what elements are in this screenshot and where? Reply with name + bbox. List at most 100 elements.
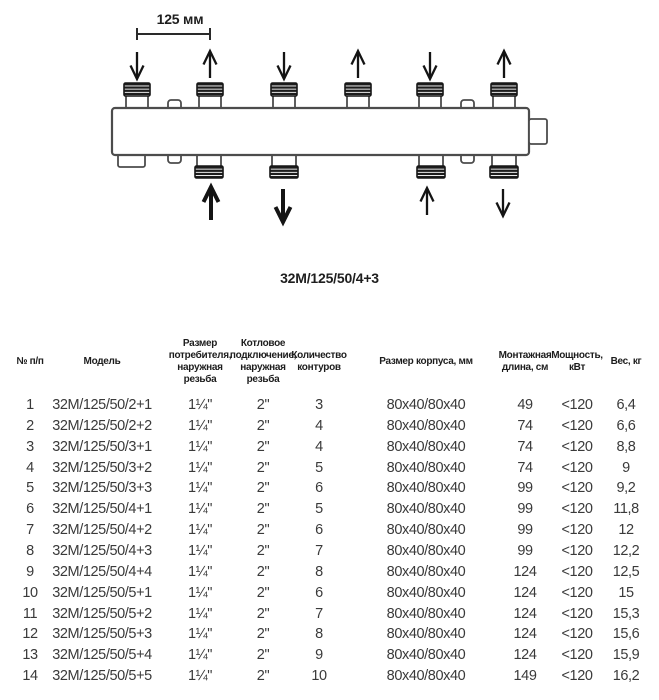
column-header-2: Модель [83,356,121,367]
table-cell: 8 [315,563,323,580]
table-cell: 12 [22,626,38,643]
table-cell: 80x40/80x40 [386,501,466,518]
table-cell: 32M/125/50/5+4 [52,647,152,664]
table-cell: 3 [26,438,34,455]
bottom-port-necks [196,152,517,169]
table-cell: 11 [22,605,38,622]
table-cell: 74 [517,459,533,476]
table-cell: 32M/125/50/4+2 [52,522,152,539]
table-cell: 32M/125/50/3+3 [52,480,152,497]
table-cell: <120 [561,563,593,580]
table-cell: <120 [561,626,593,643]
table-cell: 80x40/80x40 [386,626,466,643]
table-cell: <120 [561,459,593,476]
manifold-diagram: 125 мм [110,11,548,224]
table-cell: 1¼" [187,459,213,476]
table-cell: 15 [618,584,634,601]
table-cell: 6,6 [616,417,636,434]
table-cell: 16,2 [612,668,640,685]
table-cell: <120 [561,480,593,497]
table-cell: 99 [517,542,533,559]
table-cell: <120 [561,438,593,455]
table-cell: 6 [315,584,323,601]
table-row: 9 32M/125/50/4+4 1¼" 2" 8 80x40/80x40 124 <120 1… [0,561,659,582]
table-cell: 2" [256,584,270,601]
table-cell: 80x40/80x40 [386,668,466,685]
table-cell: 99 [517,480,533,497]
table-cell: 12 [618,522,634,539]
table-cell: 1¼" [187,501,213,518]
table-cell: 2" [256,542,270,559]
table-cell: 12,2 [612,542,640,559]
table-cell: 32M/125/50/5+2 [52,605,152,622]
table-cell: 9 [26,563,34,580]
table-row: 14 32M/125/50/5+5 1¼" 2" 10 80x40/80x40 149 <12… [0,666,659,687]
table-cell: 80x40/80x40 [386,459,466,476]
table-row: 4 32M/125/50/3+2 1¼" 2" 5 80x40/80x40 74 <120 9 [0,457,659,478]
table-cell: <120 [561,522,593,539]
table-cell: 1¼" [187,417,213,434]
table-cell: 32M/125/50/5+1 [52,584,152,601]
table-cell: 5 [26,480,34,497]
table-cell: 80x40/80x40 [386,417,466,434]
table-cell: 1¼" [187,522,213,539]
table-cell: <120 [561,542,593,559]
table-cell: 74 [517,438,533,455]
table-cell: 80x40/80x40 [386,542,466,559]
table-cell: 80x40/80x40 [386,605,466,622]
column-header-1: № п/п [16,356,44,367]
table-cell: 4 [315,417,323,434]
side-connector [528,118,548,145]
table-cell: 32M/125/50/3+1 [52,438,152,455]
table-cell: 3 [315,397,323,413]
table-cell: 7 [315,542,323,559]
table-cell: 1¼" [187,626,213,643]
table-row: 5 32M/125/50/3+3 1¼" 2" 6 80x40/80x40 99 <120 9,… [0,478,659,499]
table-cell: <120 [561,417,593,434]
table-cell: 7 [26,522,34,539]
table-cell: 14 [22,668,38,685]
table-row: 10 32M/125/50/5+1 1¼" 2" 6 80x40/80x40 124 <120… [0,582,659,603]
column-header-3: Размер потребителя, наружная резьба [168,338,232,385]
table-row: 1 32M/125/50/2+1 1¼" 2" 3 80x40/80x40 49 <120 6,… [0,395,659,416]
table-cell: 2" [256,397,270,413]
table-cell: 2" [256,438,270,455]
table-cell: 7 [315,605,323,622]
column-header-7: Монтажная длина, см [498,350,552,373]
column-header-8: Мощность, кВт [551,350,603,373]
column-header-9: Вес, кг [610,356,642,367]
table-cell: 32M/125/50/5+5 [52,668,152,685]
table-row: 7 32M/125/50/4+2 1¼" 2" 6 80x40/80x40 99 <120 12 [0,520,659,541]
table-cell: 1¼" [187,563,213,580]
table-cell: 80x40/80x40 [386,584,466,601]
table-cell: 80x40/80x40 [386,647,466,664]
table-row: 11 32M/125/50/5+2 1¼" 2" 7 80x40/80x40 124 <120… [0,603,659,624]
table-cell: 2 [26,417,34,434]
table-cell: 6 [315,522,323,539]
table-cell: 2" [256,605,270,622]
table-cell: 1¼" [187,605,213,622]
table-cell: <120 [561,501,593,518]
table-cell: <120 [561,584,593,601]
table-cell: 1¼" [187,480,213,497]
table-row: 6 32M/125/50/4+1 1¼" 2" 5 80x40/80x40 99 <120 11… [0,499,659,520]
column-header-6: Размер корпуса, мм [379,356,473,367]
table-cell: 4 [26,459,34,476]
table-cell: 1¼" [187,542,213,559]
table-cell: 32M/125/50/3+2 [52,459,152,476]
table-cell: 10 [311,668,327,685]
table-cell: 2" [256,459,270,476]
table-cell: 124 [513,626,537,643]
table-cell: 11,8 [613,501,639,518]
table-cell: 2" [256,626,270,643]
table-cell: 15,6 [612,626,640,643]
table-cell: <120 [561,605,593,622]
table-cell: 1¼" [187,397,213,413]
table-row: 8 32M/125/50/4+3 1¼" 2" 7 80x40/80x40 99 <120 12… [0,540,659,561]
table-cell: 74 [517,417,533,434]
top-port-threads [123,82,518,97]
table-cell: 32M/125/50/4+3 [52,542,152,559]
table-cell: 6,4 [616,397,636,413]
table-cell: 149 [513,668,537,685]
